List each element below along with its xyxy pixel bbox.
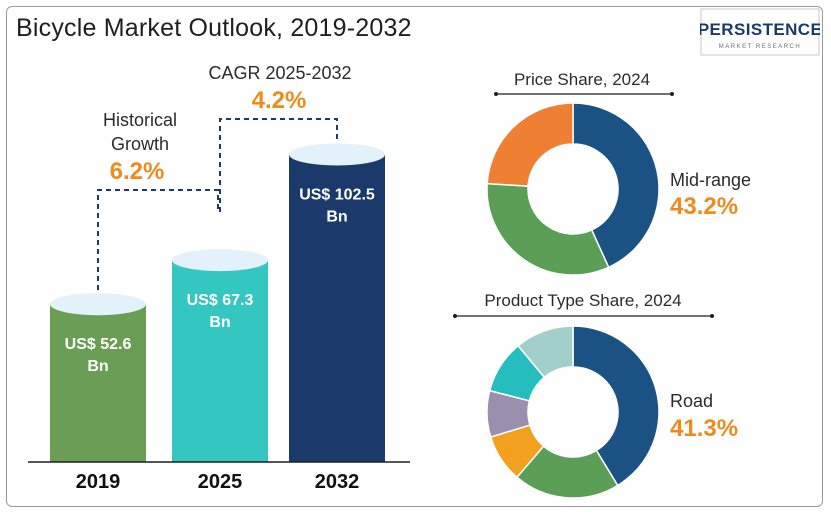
price-share-rule-dot-left xyxy=(494,92,498,96)
bar-cap-2019 xyxy=(50,293,146,316)
bar-value-label-2032-line2: Bn xyxy=(326,209,347,226)
bar-body-2032 xyxy=(289,154,385,462)
logo-tagline: MARKET RESEARCH xyxy=(719,44,801,50)
cagr-label: CAGR 2025-2032 xyxy=(208,63,351,83)
historical-growth-value: 6.2% xyxy=(110,158,165,185)
bar-cap-2025 xyxy=(172,249,268,272)
product-type-donut xyxy=(486,325,660,499)
product-type-slice-1 xyxy=(572,325,660,487)
historical-growth-label-line2: Growth xyxy=(111,134,169,154)
product-type-highlight-value: 41.3% xyxy=(670,415,738,442)
bar-body-2025 xyxy=(172,260,268,462)
persistence-logo: PERSISTENCE MARKET RESEARCH xyxy=(700,8,820,56)
bar-2032: US$ 102.5 Bn xyxy=(289,143,385,462)
bar-chart: US$ 52.6 Bn 2019 US$ 67.3 Bn 2025 US$ 102.5 Bn 2… xyxy=(50,143,385,493)
cagr-value: 4.2% xyxy=(252,87,307,114)
price-share-slice-2 xyxy=(486,182,610,276)
price-share-donut xyxy=(486,102,660,276)
product-type-slice-6 xyxy=(517,325,574,379)
bar-value-label-2019-line1: US$ 52.6 xyxy=(65,336,132,353)
product-type-title: Product Type Share, 2024 xyxy=(484,291,681,310)
price-share-slice-3 xyxy=(486,102,574,187)
product-type-highlight-label: Road xyxy=(670,391,713,411)
cagr-connector xyxy=(219,118,338,212)
product-type-rule-dot-right xyxy=(710,314,714,318)
price-share-highlight-label: Mid-range xyxy=(670,170,751,190)
price-share-rule-dot-right xyxy=(670,92,674,96)
x-tick-2032: 2032 xyxy=(315,471,360,493)
bar-value-label-2032-line1: US$ 102.5 xyxy=(299,187,375,204)
x-tick-2025: 2025 xyxy=(198,471,243,493)
bar-value-label-2025-line1: US$ 67.3 xyxy=(187,292,254,309)
bar-value-label-2019-line2: Bn xyxy=(87,358,108,375)
bar-body-2019 xyxy=(50,304,146,462)
price-share-slice-1 xyxy=(572,102,660,269)
price-share-highlight-value: 43.2% xyxy=(670,193,738,220)
price-share-title: Price Share, 2024 xyxy=(514,70,650,89)
logo-wordmark: PERSISTENCE xyxy=(700,20,820,39)
historical-growth-label-line1: Historical xyxy=(103,110,177,130)
bar-cap-2032 xyxy=(289,143,385,166)
x-tick-2019: 2019 xyxy=(76,471,121,493)
bar-value-label-2025-line2: Bn xyxy=(209,314,230,331)
page-title: Bicycle Market Outlook, 2019-2032 xyxy=(16,14,412,42)
infographic-frame xyxy=(6,6,823,507)
bar-2019: US$ 52.6 Bn xyxy=(50,293,146,462)
product-type-rule-dot-left xyxy=(453,314,457,318)
historical-growth-connector xyxy=(97,189,219,290)
bar-2025: US$ 67.3 Bn xyxy=(172,249,268,462)
